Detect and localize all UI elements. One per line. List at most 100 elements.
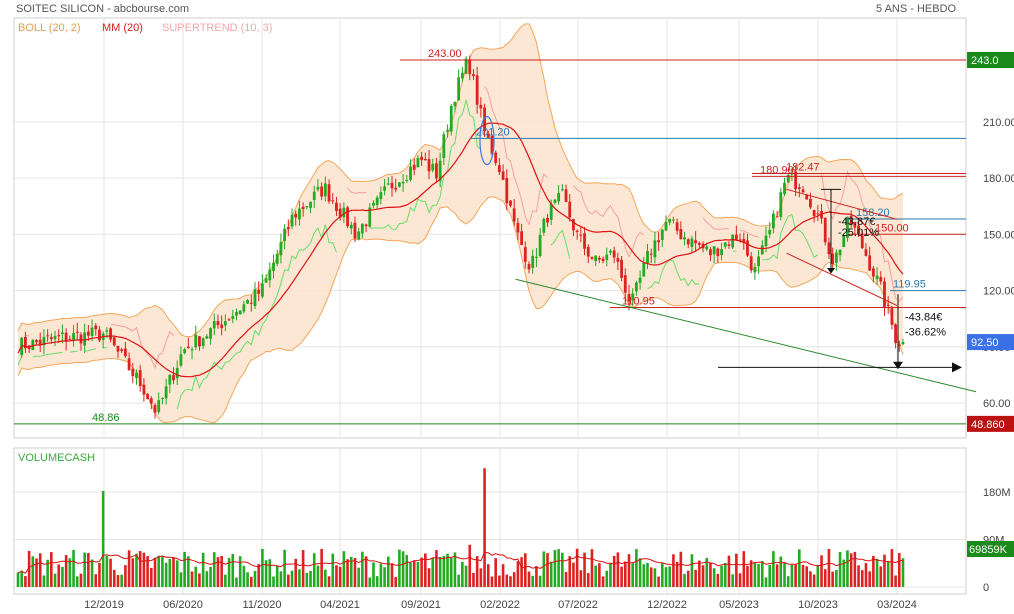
price-tag-label: 92.50 (971, 337, 999, 349)
volume-bar (531, 575, 535, 587)
measure-annotation: -36.62% (905, 327, 946, 339)
volume-bar (579, 570, 583, 587)
candle-body (423, 159, 427, 161)
candle-body (849, 215, 853, 224)
volume-bar (142, 552, 146, 587)
candle-body (583, 233, 586, 249)
candle-body (153, 405, 157, 413)
candle-body (216, 321, 220, 326)
candle-body (757, 256, 760, 267)
volume-bar (138, 551, 142, 587)
candle-body (505, 178, 509, 204)
volume-bar (438, 556, 442, 587)
volume-bar (623, 561, 627, 587)
volume-bar (609, 562, 612, 587)
volume-bar (201, 552, 205, 587)
level-label: 119.95 (893, 279, 926, 291)
candle-body (223, 321, 227, 326)
candle-body (864, 249, 868, 256)
volume-bar (116, 575, 120, 587)
volume-bar (272, 576, 275, 587)
candle-body (175, 367, 179, 379)
candle-body (560, 189, 564, 191)
volume-bar (575, 548, 579, 587)
volume-bar (698, 560, 701, 587)
candle-body (260, 283, 264, 297)
x-tick-label: 06/2020 (163, 599, 203, 611)
volume-bar (709, 562, 712, 587)
trendline (515, 278, 977, 393)
volume-bar (775, 564, 779, 587)
volume-bar (868, 571, 871, 587)
volume-bar (509, 576, 512, 587)
candle-body (79, 334, 83, 344)
candle-body (127, 358, 131, 371)
candle-body (527, 264, 531, 270)
volume-bar (249, 576, 253, 587)
volume-bar (194, 566, 198, 587)
volume-bar (849, 553, 853, 587)
volume-bar (627, 554, 631, 587)
candle-body (716, 248, 720, 257)
candle-body (731, 234, 735, 248)
volume-bar (786, 576, 790, 587)
volume-bar (735, 553, 738, 587)
candle-body (801, 189, 805, 193)
level-label: 180.90 (760, 164, 794, 176)
candle-body (331, 200, 335, 202)
candle-body (546, 217, 549, 223)
volume-bar (746, 565, 749, 587)
volume-bar (57, 564, 61, 587)
volume-bar (346, 559, 349, 587)
candle-body (879, 276, 883, 282)
candle-body (475, 75, 479, 105)
volume-bar (53, 573, 57, 587)
candle-body (838, 249, 842, 256)
volume-bar (657, 576, 660, 587)
y-tick-label: 60.00 (983, 398, 1011, 410)
volume-bar (783, 563, 786, 587)
volume-bar (386, 556, 390, 587)
volume-bar (860, 570, 864, 587)
candle-body (749, 256, 753, 271)
volume-bar (164, 562, 168, 587)
candle-body (664, 221, 668, 231)
candle-body (601, 258, 605, 262)
supertrend-line (110, 324, 174, 370)
volume-bar (64, 555, 68, 587)
volume-bar (631, 563, 634, 587)
candle-body (683, 237, 686, 240)
candle-body (472, 74, 475, 77)
candle-body (164, 386, 168, 399)
volume-bar (590, 549, 594, 587)
volume-bar (94, 574, 98, 587)
volume-bar (298, 569, 301, 587)
supertrend-line (32, 351, 63, 358)
volume-bar (127, 550, 131, 587)
candle-body (298, 208, 301, 220)
candle-body (668, 219, 672, 223)
price-tag-label: 243.0 (971, 55, 999, 67)
volume-bar (772, 551, 775, 587)
volume-bar (231, 554, 235, 587)
candle-body (301, 206, 305, 210)
volume-bar (838, 551, 842, 587)
candle-body (483, 107, 486, 131)
volume-bar (320, 548, 323, 587)
y-tick-label: 120.00 (983, 286, 1014, 298)
candle-body (723, 242, 727, 247)
volume-bar (98, 562, 101, 587)
volume-bar (31, 556, 35, 587)
volume-bar (179, 572, 183, 587)
candle-body (183, 349, 187, 354)
candle-body (453, 101, 457, 107)
volume-bar (520, 557, 523, 587)
volume-bar (738, 573, 742, 587)
candle-body (64, 332, 68, 342)
volume-bar (494, 558, 497, 587)
supertrend-line (103, 346, 107, 349)
volume-bar (101, 490, 105, 587)
volume-bar (131, 558, 135, 587)
volume-bar (216, 557, 220, 587)
candle-body (394, 187, 398, 190)
